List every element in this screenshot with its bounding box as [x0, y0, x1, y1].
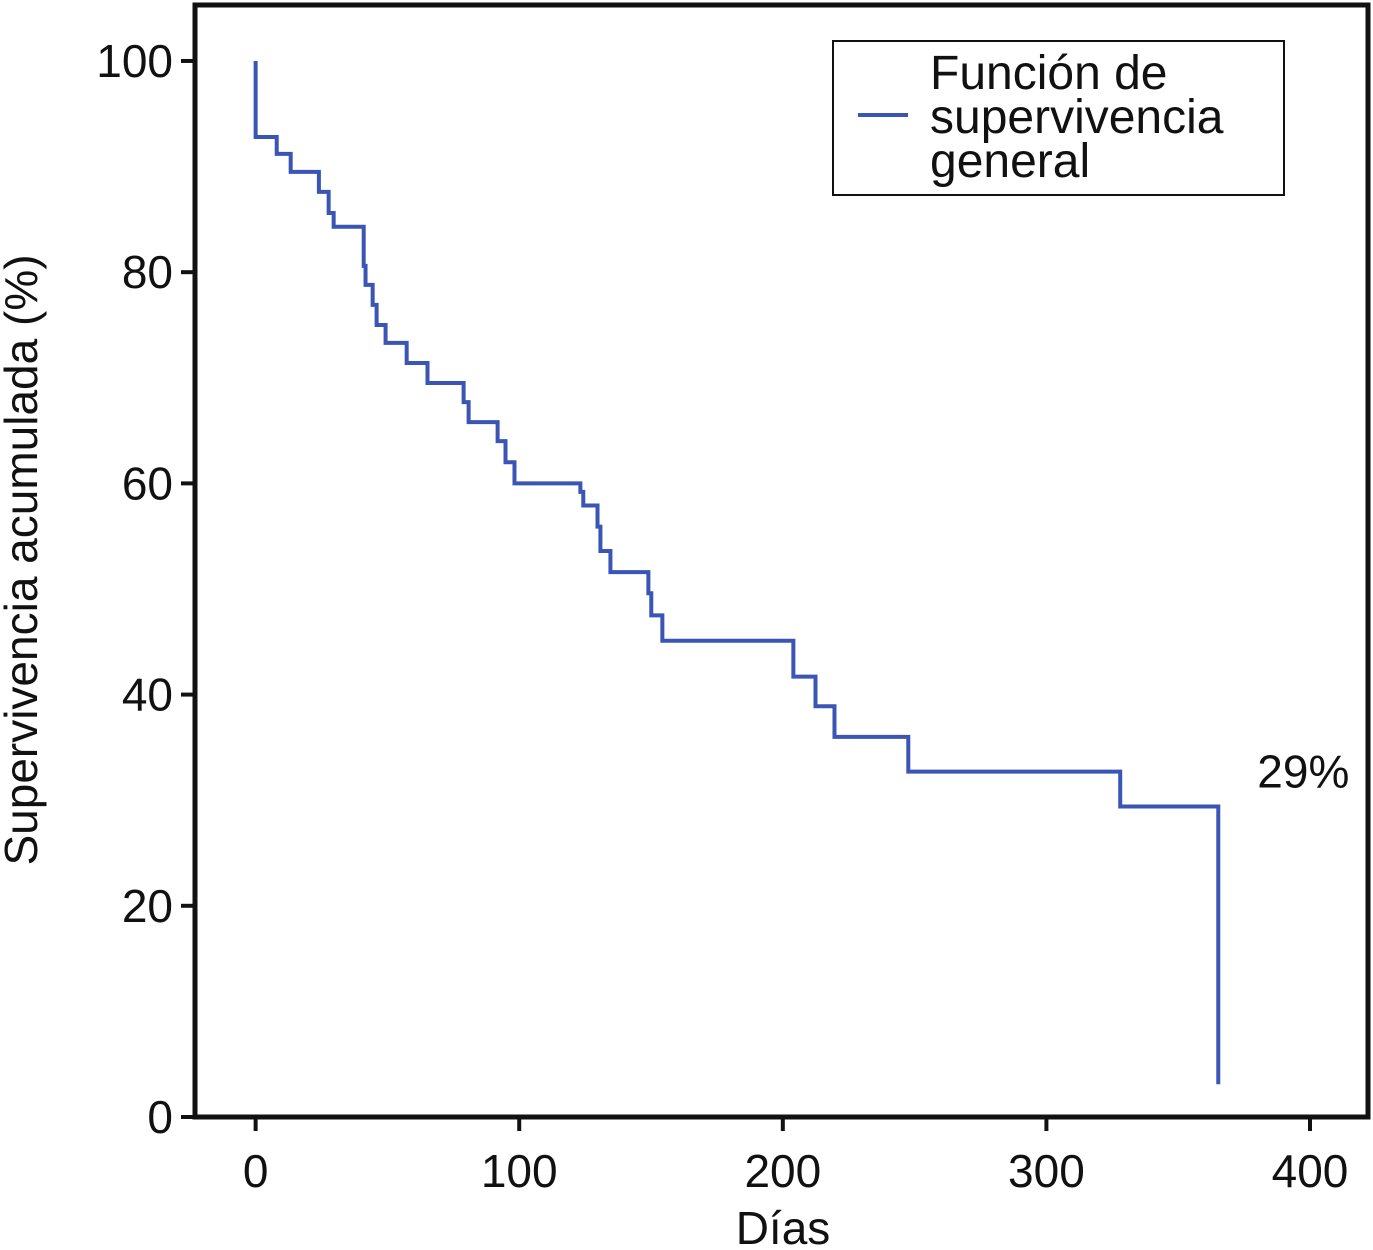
y-tick-label: 20: [122, 880, 173, 932]
x-axis-title: Días: [736, 1202, 831, 1250]
x-tick-label: 100: [481, 1145, 558, 1197]
y-tick-label: 40: [122, 669, 173, 721]
legend-swatch: [858, 113, 908, 117]
x-tick-label: 300: [1008, 1145, 1085, 1197]
y-tick-label: 60: [122, 457, 173, 509]
legend-label: Función de supervivencia general: [930, 47, 1224, 188]
x-tick-label: 200: [744, 1145, 821, 1197]
plot-frame: [192, 2, 1371, 1120]
x-tick-label: 400: [1272, 1145, 1349, 1197]
y-tick-label: 0: [147, 1091, 173, 1143]
legend: Función de supervivencia general: [832, 40, 1285, 196]
annotation: 29%: [1257, 746, 1349, 798]
y-tick-label: 80: [122, 246, 173, 298]
y-axis-title: Supervivencia acumulada (%): [0, 254, 47, 865]
x-tick-label: 0: [243, 1145, 269, 1197]
y-tick-label: 100: [96, 35, 173, 87]
survival-line: [253, 60, 1221, 1085]
